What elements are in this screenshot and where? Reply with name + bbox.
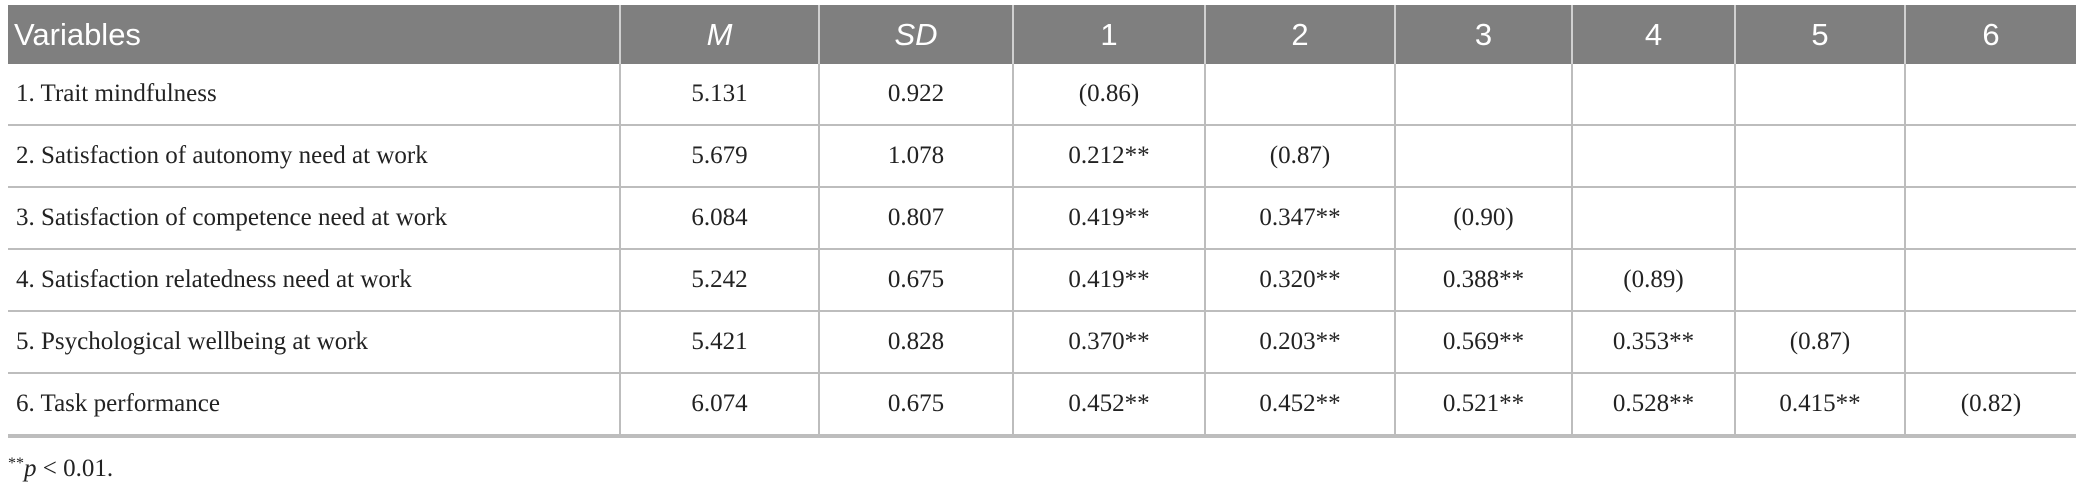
table-row: 5. Psychological wellbeing at work 5.421 0…	[8, 311, 2076, 374]
row-label-cell: 2. Satisfaction of autonomy need at work	[8, 125, 620, 188]
value-cell: 0.353**	[1571, 311, 1735, 374]
value-cell: 0.569**	[1394, 311, 1572, 374]
column-header-6: 4	[1571, 5, 1735, 64]
table-row: 2. Satisfaction of autonomy need at work…	[8, 125, 2076, 188]
column-header-5: 3	[1394, 5, 1572, 64]
row-label-cell: 3. Satisfaction of competence need at wo…	[8, 187, 620, 250]
value-cell: (0.87)	[1734, 311, 1905, 374]
table-row: 1. Trait mindfulness 5.131 0.922 (0.86)	[8, 64, 2076, 126]
value-cell	[1904, 249, 2076, 312]
column-header-2: SD	[818, 5, 1013, 64]
value-cell: 6.084	[619, 187, 819, 250]
value-cell: (0.89)	[1571, 249, 1735, 312]
table-row: 3. Satisfaction of competence need at wo…	[8, 187, 2076, 250]
value-cell: 0.203**	[1204, 311, 1395, 374]
value-cell	[1734, 125, 1905, 188]
column-header-7: 5	[1734, 5, 1905, 64]
row-label-cell: 5. Psychological wellbeing at work	[8, 311, 620, 374]
value-cell: 0.452**	[1204, 373, 1395, 438]
value-cell: 0.807	[818, 187, 1013, 250]
value-cell	[1904, 125, 2076, 188]
value-cell: 0.212**	[1012, 125, 1205, 188]
column-header-1: M	[619, 5, 819, 64]
value-cell: 0.388**	[1394, 249, 1572, 312]
value-cell: (0.87)	[1204, 125, 1395, 188]
table-body: 1. Trait mindfulness 5.131 0.922 (0.86) 2. S…	[8, 64, 2076, 438]
value-cell	[1204, 64, 1395, 126]
column-header-4: 2	[1204, 5, 1395, 64]
value-cell	[1571, 64, 1735, 126]
value-cell: 0.922	[818, 64, 1013, 126]
value-cell	[1904, 64, 2076, 126]
value-cell: (0.82)	[1904, 373, 2076, 438]
value-cell	[1734, 64, 1905, 126]
row-label-cell: 4. Satisfaction relatedness need at work	[8, 249, 620, 312]
value-cell	[1904, 187, 2076, 250]
table-row: 4. Satisfaction relatedness need at work…	[8, 249, 2076, 312]
value-cell: 5.679	[619, 125, 819, 188]
value-cell: 0.419**	[1012, 249, 1205, 312]
column-header-8: 6	[1904, 5, 2076, 64]
value-cell: 5.242	[619, 249, 819, 312]
value-cell: 0.528**	[1571, 373, 1735, 438]
value-cell	[1904, 311, 2076, 374]
footnote-marker: **	[8, 455, 24, 472]
value-cell: 5.131	[619, 64, 819, 126]
value-cell: 0.452**	[1012, 373, 1205, 438]
value-cell: 0.419**	[1012, 187, 1205, 250]
value-cell	[1394, 64, 1572, 126]
value-cell: 1.078	[818, 125, 1013, 188]
value-cell: 5.421	[619, 311, 819, 374]
value-cell	[1734, 249, 1905, 312]
value-cell	[1571, 187, 1735, 250]
table-row: 6. Task performance 6.074 0.675 0.452** 0.45…	[8, 373, 2076, 438]
table-header: Variables M SD 1 2 3 4 5 6	[8, 5, 2076, 64]
value-cell: 0.675	[818, 249, 1013, 312]
value-cell	[1734, 187, 1905, 250]
footnote-variable: p	[24, 455, 37, 482]
value-cell: 0.320**	[1204, 249, 1395, 312]
row-label-cell: 6. Task performance	[8, 373, 620, 438]
column-header-3: 1	[1012, 5, 1205, 64]
value-cell: 0.521**	[1394, 373, 1572, 438]
table-footnote: **p < 0.01.	[8, 455, 113, 483]
correlation-table-container: Variables M SD 1 2 3 4 5 6 1. Trait mindfulness 5…	[8, 5, 2076, 438]
footnote-text: < 0.01.	[36, 455, 114, 482]
value-cell: 0.828	[818, 311, 1013, 374]
value-cell: (0.90)	[1394, 187, 1572, 250]
value-cell: 0.370**	[1012, 311, 1205, 374]
correlation-table: Variables M SD 1 2 3 4 5 6 1. Trait mindfulness 5…	[8, 5, 2076, 438]
value-cell: 0.347**	[1204, 187, 1395, 250]
value-cell: 0.415**	[1734, 373, 1905, 438]
value-cell: 0.675	[818, 373, 1013, 438]
column-header-variables: Variables	[8, 5, 620, 64]
value-cell	[1394, 125, 1572, 188]
header-row: Variables M SD 1 2 3 4 5 6	[8, 5, 2076, 64]
row-label-cell: 1. Trait mindfulness	[8, 64, 620, 126]
value-cell	[1571, 125, 1735, 188]
value-cell: (0.86)	[1012, 64, 1205, 126]
value-cell: 6.074	[619, 373, 819, 438]
